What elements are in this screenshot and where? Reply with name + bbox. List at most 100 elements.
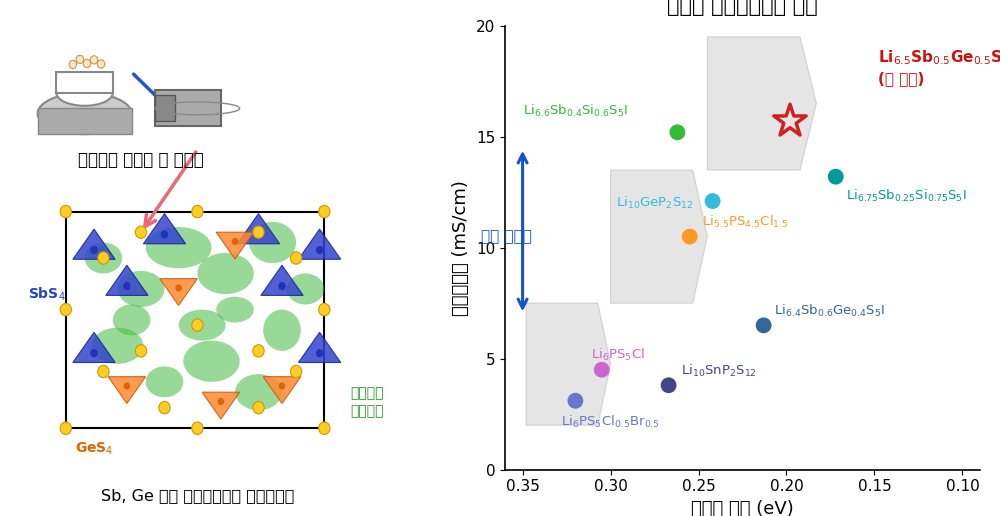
Circle shape bbox=[76, 55, 84, 63]
Bar bbox=[155, 90, 221, 126]
Polygon shape bbox=[160, 279, 197, 305]
Circle shape bbox=[316, 349, 323, 357]
Point bbox=[756, 321, 772, 330]
Circle shape bbox=[90, 56, 98, 64]
Polygon shape bbox=[237, 214, 280, 244]
Circle shape bbox=[83, 59, 91, 68]
Text: Sb, Ge 기반 고이온전도성 고체전해질: Sb, Ge 기반 고이온전도성 고체전해질 bbox=[101, 488, 294, 503]
Circle shape bbox=[124, 382, 130, 390]
Circle shape bbox=[60, 205, 71, 218]
Circle shape bbox=[253, 401, 264, 414]
Ellipse shape bbox=[56, 80, 113, 106]
Text: Li$_{6.4}$Sb$_{0.6}$Ge$_{0.4}$S$_5$I: Li$_{6.4}$Sb$_{0.6}$Ge$_{0.4}$S$_5$I bbox=[774, 302, 885, 319]
Text: Li$_{10}$SnP$_2$S$_{12}$: Li$_{10}$SnP$_2$S$_{12}$ bbox=[681, 362, 757, 379]
Circle shape bbox=[69, 60, 77, 69]
Text: SbS$_4$: SbS$_4$ bbox=[28, 285, 66, 303]
Polygon shape bbox=[216, 232, 254, 259]
Circle shape bbox=[319, 303, 330, 316]
Point bbox=[669, 128, 685, 136]
Text: Li$_6$PS$_5$Cl: Li$_6$PS$_5$Cl bbox=[591, 347, 645, 363]
Circle shape bbox=[60, 303, 71, 316]
Bar bbox=[38, 108, 132, 134]
Ellipse shape bbox=[146, 227, 212, 268]
Bar bbox=[155, 95, 175, 121]
Circle shape bbox=[319, 422, 330, 434]
Circle shape bbox=[290, 252, 302, 264]
Polygon shape bbox=[106, 265, 148, 295]
Circle shape bbox=[218, 398, 224, 405]
Point bbox=[828, 172, 844, 181]
Circle shape bbox=[232, 238, 238, 245]
Polygon shape bbox=[526, 303, 611, 425]
Text: Li$_{10}$GeP$_2$S$_{12}$: Li$_{10}$GeP$_2$S$_{12}$ bbox=[616, 195, 693, 212]
Bar bbox=[66, 212, 324, 428]
Ellipse shape bbox=[113, 304, 150, 335]
Polygon shape bbox=[108, 377, 146, 404]
Circle shape bbox=[161, 230, 168, 238]
Text: 액체 전해질: 액체 전해질 bbox=[481, 229, 531, 244]
Text: 리튬이온
전도경로: 리튬이온 전도경로 bbox=[350, 386, 383, 418]
Circle shape bbox=[255, 230, 262, 238]
Point bbox=[594, 365, 610, 374]
Circle shape bbox=[90, 349, 98, 357]
Text: Li$_6$PS$_5$Cl$_{0.5}$Br$_{0.5}$: Li$_6$PS$_5$Cl$_{0.5}$Br$_{0.5}$ bbox=[561, 414, 660, 430]
Circle shape bbox=[253, 226, 264, 238]
Circle shape bbox=[316, 246, 323, 254]
Text: Li$_{5.5}$PS$_{4.5}$Cl$_{1.5}$: Li$_{5.5}$PS$_{4.5}$Cl$_{1.5}$ bbox=[702, 214, 789, 230]
Ellipse shape bbox=[179, 310, 226, 341]
Circle shape bbox=[253, 345, 264, 357]
Ellipse shape bbox=[85, 243, 122, 273]
Title: 개발된 고체전해질의 성능: 개발된 고체전해질의 성능 bbox=[667, 0, 818, 16]
Polygon shape bbox=[261, 265, 303, 295]
Bar bbox=[56, 72, 113, 93]
Circle shape bbox=[279, 382, 285, 390]
Polygon shape bbox=[707, 37, 816, 170]
Polygon shape bbox=[611, 170, 707, 303]
Circle shape bbox=[97, 60, 105, 68]
Ellipse shape bbox=[287, 273, 324, 304]
Circle shape bbox=[98, 252, 109, 264]
X-axis label: 에너지 장벽 (eV): 에너지 장벽 (eV) bbox=[691, 500, 794, 516]
Circle shape bbox=[135, 345, 147, 357]
Ellipse shape bbox=[216, 297, 254, 322]
Point bbox=[682, 232, 698, 240]
Polygon shape bbox=[298, 332, 341, 362]
Circle shape bbox=[90, 246, 98, 254]
Ellipse shape bbox=[263, 310, 301, 351]
Circle shape bbox=[175, 284, 182, 292]
Polygon shape bbox=[73, 332, 115, 362]
Circle shape bbox=[135, 226, 147, 238]
Text: 고에너지 볼밀링 및 열처리: 고에너지 볼밀링 및 열처리 bbox=[78, 151, 204, 169]
Circle shape bbox=[319, 205, 330, 218]
Ellipse shape bbox=[249, 222, 296, 263]
Text: Li$_{6.75}$Sb$_{0.25}$Si$_{0.75}$S$_5$I: Li$_{6.75}$Sb$_{0.25}$Si$_{0.75}$S$_5$I bbox=[846, 188, 967, 204]
Circle shape bbox=[192, 422, 203, 434]
Circle shape bbox=[98, 365, 109, 378]
Circle shape bbox=[60, 422, 71, 434]
Polygon shape bbox=[202, 392, 240, 419]
Ellipse shape bbox=[38, 93, 132, 134]
Text: GeS$_4$: GeS$_4$ bbox=[75, 441, 114, 457]
Ellipse shape bbox=[235, 374, 282, 410]
Point bbox=[567, 397, 583, 405]
Text: Li$_{6.5}$Sb$_{0.5}$Ge$_{0.5}$S$_5$I
(본 연구): Li$_{6.5}$Sb$_{0.5}$Ge$_{0.5}$S$_5$I (본 … bbox=[878, 48, 1000, 87]
Circle shape bbox=[278, 282, 286, 290]
Ellipse shape bbox=[92, 328, 143, 364]
Polygon shape bbox=[298, 229, 341, 260]
Circle shape bbox=[159, 401, 170, 414]
Ellipse shape bbox=[118, 271, 164, 307]
Ellipse shape bbox=[146, 366, 183, 397]
Polygon shape bbox=[73, 229, 115, 260]
Circle shape bbox=[192, 205, 203, 218]
Ellipse shape bbox=[197, 253, 254, 294]
Text: Li$_{6.6}$Sb$_{0.4}$Si$_{0.6}$S$_5$I: Li$_{6.6}$Sb$_{0.4}$Si$_{0.6}$S$_5$I bbox=[523, 103, 628, 119]
Point bbox=[705, 197, 721, 205]
Polygon shape bbox=[263, 377, 301, 404]
Circle shape bbox=[192, 319, 203, 331]
Circle shape bbox=[290, 365, 302, 378]
Circle shape bbox=[123, 282, 131, 290]
Polygon shape bbox=[143, 214, 186, 244]
Point bbox=[782, 117, 798, 125]
Ellipse shape bbox=[183, 341, 240, 382]
Y-axis label: 이온전도도 (mS/cm): 이온전도도 (mS/cm) bbox=[452, 180, 470, 316]
